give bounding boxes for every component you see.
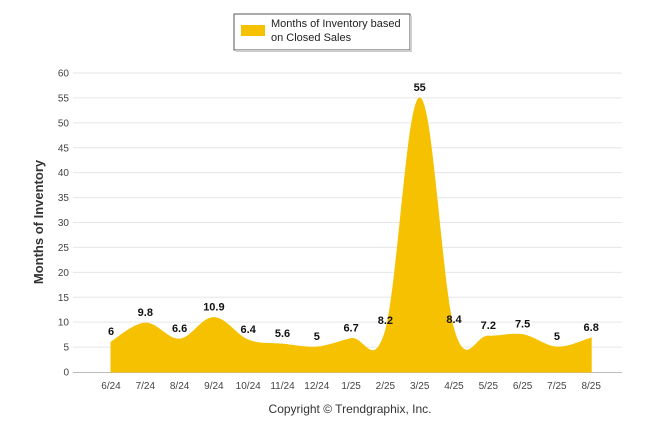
data-label: 6.6 (172, 323, 187, 335)
data-label: 6 (108, 326, 114, 338)
data-labels: 6 9.8 6.6 10.9 6.4 5.6 5 6.7 8.2 55 8.4 7.2 7.5 5 6.8 (108, 82, 599, 348)
y-tick-label: 40 (58, 168, 70, 179)
y-tick-label: 45 (58, 143, 70, 154)
x-tick-label: 10/24 (236, 381, 261, 392)
x-axis-ticks: 6/24 7/24 8/24 9/24 10/24 11/24 12/24 1/25 2/25 3… (101, 381, 601, 392)
x-tick-label: 7/25 (547, 381, 567, 392)
data-label: 10.9 (203, 302, 224, 314)
data-label: 6.4 (241, 324, 257, 336)
data-label: 7.5 (515, 319, 530, 331)
data-label: 8.2 (378, 315, 393, 327)
data-label: 55 (414, 82, 426, 94)
copyright-credit: Copyright © Trendgraphix, Inc. (269, 402, 432, 416)
data-label: 5 (554, 331, 560, 343)
y-tick-label: 50 (58, 118, 70, 129)
x-tick-label: 6/25 (513, 381, 533, 392)
x-tick-label: 8/25 (581, 381, 601, 392)
gridlines (73, 72, 622, 348)
x-tick-label: 6/24 (101, 381, 121, 392)
x-tick-label: 7/24 (136, 381, 156, 392)
y-tick-label: 25 (58, 243, 70, 254)
x-tick-label: 12/24 (304, 381, 329, 392)
x-tick-label: 8/24 (170, 381, 190, 392)
legend: Months of Inventory based on Closed Sale… (233, 13, 412, 52)
y-tick-label: 5 (63, 343, 69, 354)
y-tick-label: 60 (58, 69, 70, 80)
x-tick-label: 5/25 (479, 381, 499, 392)
x-tick-label: 2/25 (376, 381, 396, 392)
data-label: 9.8 (138, 307, 153, 319)
data-label: 5 (314, 331, 320, 343)
x-tick-label: 9/24 (204, 381, 224, 392)
legend-box-shadow (410, 16, 412, 52)
y-axis-label: Months of Inventory (31, 159, 46, 284)
y-axis-ticks: 0 5 10 15 20 25 30 35 40 45 50 55 60 (58, 69, 70, 379)
series-area (110, 97, 592, 373)
x-tick-label: 4/25 (444, 381, 464, 392)
x-tick-label: 1/25 (341, 381, 361, 392)
legend-box-shadow-bottom (236, 50, 412, 52)
data-label: 6.8 (584, 322, 599, 334)
y-tick-label: 10 (58, 318, 70, 329)
y-tick-label: 20 (58, 268, 70, 279)
y-tick-label: 15 (58, 293, 70, 304)
data-label: 6.7 (343, 323, 358, 335)
legend-label-line-2: on Closed Sales (271, 32, 352, 44)
x-tick-label: 11/24 (270, 381, 295, 392)
x-tick-label: 3/25 (410, 381, 430, 392)
legend-label-line-1: Months of Inventory based (271, 18, 401, 30)
data-label: 7.2 (481, 320, 496, 332)
data-label: 8.4 (446, 314, 462, 326)
y-tick-label: 0 (63, 368, 69, 379)
y-tick-label: 30 (58, 218, 70, 229)
y-tick-label: 35 (58, 193, 70, 204)
y-tick-label: 55 (58, 93, 70, 104)
data-label: 5.6 (275, 328, 290, 340)
legend-swatch (241, 25, 265, 36)
